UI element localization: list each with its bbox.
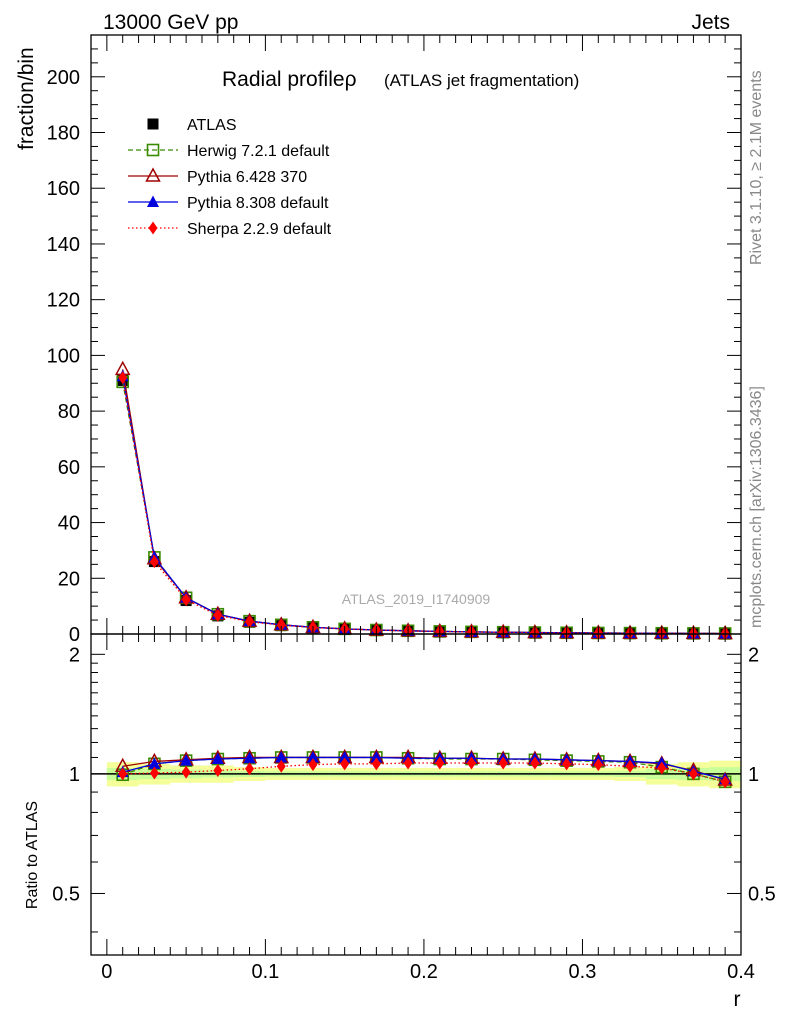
analysis-watermark: ATLAS_2019_I1740909 [342, 591, 491, 607]
main-y-axis-label: fraction/bin [15, 47, 38, 150]
main-data-point [276, 618, 286, 632]
main-y-tick-label: 160 [47, 178, 80, 200]
legend-marker-0 [147, 118, 159, 130]
main-y-tick-label: 20 [58, 568, 80, 590]
ratio-data-point [625, 759, 635, 773]
chart-subtitle: (ATLAS jet fragmentation) [384, 71, 579, 90]
main-y-tick-label: 200 [47, 67, 80, 89]
main-series-line-4 [122, 377, 726, 635]
ratio-data-point [498, 756, 508, 770]
legend-marker-2 [145, 167, 161, 182]
observable-label: Jets [691, 11, 730, 34]
legend-marker-4 [148, 221, 158, 235]
ratio-y-axis-label: Ratio to ATLAS [24, 801, 41, 909]
ratio-data-point [180, 754, 193, 766]
ratio-data-point [181, 765, 191, 779]
main-plot-panel: 0 20 40 60 80 100 120 140 160 180 200 [47, 34, 742, 646]
ratio-data-point [371, 757, 381, 771]
ratio-data-point [657, 761, 667, 775]
legend-label-2: Pythia 6.428 370 [187, 169, 307, 186]
ratio-data-point [466, 756, 476, 770]
main-y-tick-label: 80 [58, 401, 80, 423]
x-tick-label: 0.1 [251, 961, 279, 983]
main-data-point [213, 608, 223, 622]
ratio-y-tick-label: 2 [69, 644, 80, 666]
legend-marker-3 [147, 195, 159, 207]
main-y-tick-label: 180 [47, 123, 80, 145]
main-y-tick-label: 0 [69, 624, 80, 646]
x-tick-label: 0.3 [569, 961, 597, 983]
rivet-version-label: Rivet 3.1.10, ≥ 2.1M events [748, 70, 765, 265]
ratio-data-point [340, 757, 350, 771]
process-label: 13000 GeV pp [103, 11, 238, 34]
main-y-tick-label: 140 [47, 234, 80, 256]
x-tick-label: 0.4 [727, 961, 755, 983]
main-data-point [245, 615, 255, 629]
ratio-y-tick-label-right: 0.5 [748, 883, 776, 905]
ratio-plot-frame [90, 633, 742, 956]
ratio-plot-panel: 0 0.1 0.2 0.3 0.4 0.5 0.5 1 1 2 2 [52, 633, 776, 983]
ratio-data-point [720, 775, 730, 789]
ratio-data-point [338, 750, 351, 763]
ratio-data-point [435, 756, 445, 770]
legend: ATLAS Herwig 7.2.1 default Pythia 6.428 37… [128, 117, 332, 238]
legend-marker-1 [146, 143, 160, 157]
x-tick-label: 0.2 [410, 961, 438, 983]
ratio-data-point [530, 756, 540, 770]
ratio-data-point [308, 758, 318, 772]
ratio-data-point [245, 762, 255, 776]
x-axis-label: r [734, 988, 741, 1011]
legend-label-0: ATLAS [187, 117, 237, 134]
ratio-data-point [562, 757, 572, 771]
ratio-data-point [148, 757, 161, 769]
legend-label-1: Herwig 7.2.1 default [187, 143, 330, 160]
ratio-data-point [276, 759, 286, 773]
ratio-data-point [403, 756, 413, 770]
ratio-y-tick-label: 1 [69, 764, 80, 786]
legend-label-3: Pythia 8.308 default [187, 195, 329, 212]
ratio-data-point [370, 750, 383, 763]
ratio-y-tick-label: 0.5 [52, 883, 80, 905]
main-y-tick-label: 40 [58, 513, 80, 535]
ratio-data-point [688, 767, 698, 781]
main-y-tick-label: 100 [47, 345, 80, 367]
ratio-data-point [243, 751, 256, 764]
main-data-point [181, 593, 191, 607]
ratio-data-point [593, 758, 603, 772]
ratio-data-point [149, 766, 159, 780]
main-y-tick-label: 60 [58, 457, 80, 479]
ratio-series-line-2 [122, 756, 726, 780]
main-y-tick-label: 120 [47, 290, 80, 312]
ratio-y-tick-label-right: 2 [748, 644, 759, 666]
legend-label-4: Sherpa 2.2.9 default [187, 221, 332, 238]
ratio-y-tick-label-right: 1 [748, 764, 759, 786]
ratio-data-point [118, 767, 128, 781]
x-tick-label: 0 [101, 961, 112, 983]
chart-title: Radial profileρ [222, 68, 357, 91]
ratio-data-point [306, 750, 319, 763]
main-data-point [149, 555, 159, 569]
ratio-series-line-3 [122, 762, 726, 783]
mcplots-label: mcplots.cern.ch [arXiv:1306.3436] [748, 386, 765, 628]
ratio-data-point [211, 752, 224, 765]
ratio-data-point [213, 763, 223, 777]
ratio-data-point [275, 750, 288, 763]
main-data-point [118, 371, 128, 385]
